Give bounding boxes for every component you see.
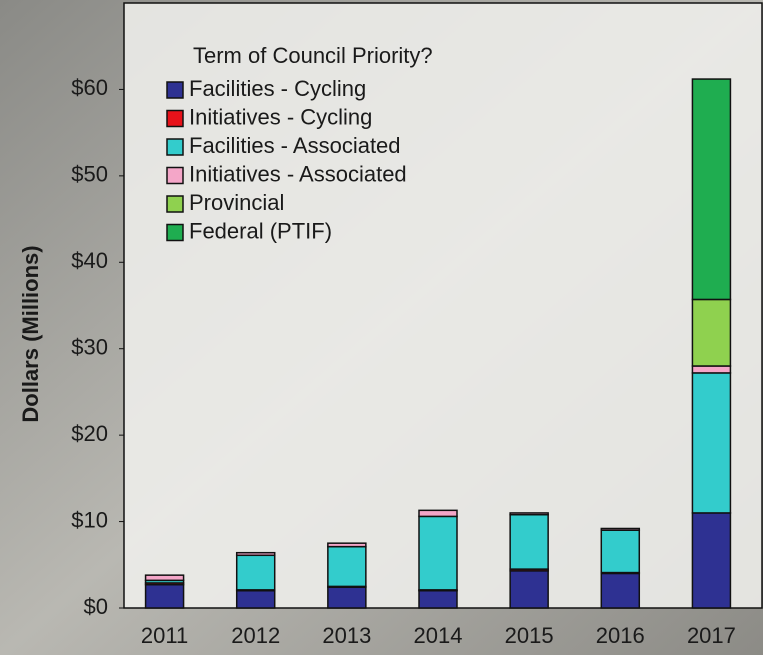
y-tick-label: $0 [84, 594, 108, 619]
y-tick-label: $50 [71, 162, 108, 187]
bar-segment [510, 571, 548, 608]
legend-swatch [167, 168, 183, 184]
x-tick-label: 2017 [687, 623, 736, 648]
y-tick-label: $30 [71, 335, 108, 360]
legend-swatch [167, 139, 183, 155]
x-tick-label: 2016 [596, 623, 645, 648]
chart: Dollars (Millions) Term of Council Prior… [0, 0, 763, 655]
bar-segment [692, 366, 730, 373]
bar-segment [328, 587, 366, 608]
y-axis-label: Dollars (Millions) [18, 245, 43, 422]
bar-segment [601, 573, 639, 608]
x-tick-label: 2013 [322, 623, 371, 648]
page: Dollars (Millions) Term of Council Prior… [0, 0, 763, 655]
bar-segment [328, 547, 366, 587]
bar-segment [510, 515, 548, 569]
bar-segment [510, 513, 548, 515]
legend-title: Term of Council Priority? [193, 43, 433, 68]
y-tick-label: $40 [71, 248, 108, 273]
legend-label: Initiatives - Associated [189, 161, 407, 186]
x-tick-label: 2012 [231, 623, 280, 648]
legend-swatch [167, 82, 183, 98]
bar-segment [146, 585, 184, 608]
y-tick-label: $10 [71, 507, 108, 532]
bar-segment [419, 591, 457, 608]
x-tick-label: 2014 [414, 623, 463, 648]
legend-label: Facilities - Cycling [189, 76, 366, 101]
legend-label: Federal (PTIF) [189, 218, 332, 243]
x-tick-label: 2015 [505, 623, 554, 648]
legend-label: Provincial [189, 190, 284, 215]
bar-segment [237, 555, 275, 590]
y-tick-label: $20 [71, 421, 108, 446]
legend-label: Facilities - Associated [189, 133, 401, 158]
bar-segment [419, 510, 457, 516]
legend-label: Initiatives - Cycling [189, 104, 372, 129]
bar-segment [419, 516, 457, 589]
bar-segment [328, 543, 366, 546]
legend-swatch [167, 196, 183, 212]
bar-segment [692, 513, 730, 608]
bar-segment [692, 79, 730, 299]
bar-segment [601, 530, 639, 572]
legend-swatch [167, 111, 183, 127]
x-tick-label: 2011 [141, 623, 188, 648]
bar-segment [146, 575, 184, 580]
bar-segment [692, 373, 730, 513]
bar-segment [237, 591, 275, 608]
bar-segment [692, 299, 730, 366]
legend-swatch [167, 225, 183, 241]
bar-segment [237, 553, 275, 556]
bar-segment [601, 528, 639, 530]
y-tick-label: $60 [71, 75, 108, 100]
